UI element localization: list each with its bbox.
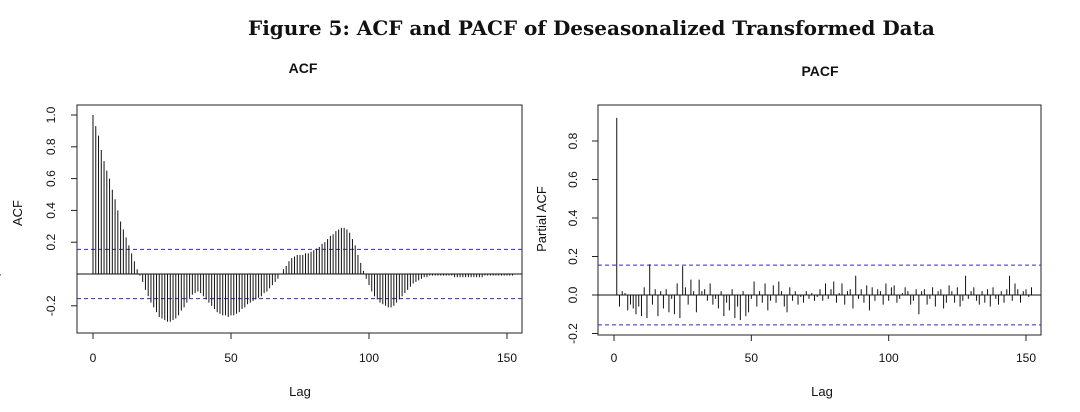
acf-y-tick-label: 0.8: [44, 138, 58, 155]
acf-y-tick-label: 0.2: [44, 234, 58, 251]
pacf-ylabel: Partial ACF: [534, 186, 549, 252]
pacf-plot-area: 0 50 100 150 -0.2 0.0 0.2 0.4 0.6 0.8: [566, 104, 1042, 365]
acf-ylabel: ACF: [10, 200, 25, 226]
pacf-title: PACF: [801, 63, 839, 79]
acf-plot-area: 0 50 100 150 -0.2 0.2 0.4 0.6 0.8 1.0: [0, 104, 523, 365]
pacf-x-tick-label: 50: [745, 351, 759, 365]
acf-x-tick-label: 150: [497, 351, 517, 365]
acf-y-tick-label: 0.4: [44, 202, 58, 219]
figure-title: Figure 5: ACF and PACF of Deseasonalized…: [248, 16, 935, 40]
acf-x-tick-label: 0: [90, 351, 97, 365]
pacf-y-tick-label: 0.2: [566, 248, 580, 265]
pacf-x-tick-label: 0: [611, 351, 618, 365]
acf-x-tick-label: 100: [359, 351, 379, 365]
acf-y-tick-label: 0.6: [44, 170, 58, 187]
pacf-y-tick-label: 0.6: [566, 171, 580, 188]
acf-title: ACF: [289, 60, 318, 76]
pacf-panel: PACF Lag Partial ACF 0 50 100 150 -0.2 0.0 0.2…: [534, 63, 1042, 399]
pacf-xlabel: Lag: [811, 384, 833, 399]
pacf-y-tick-label: 0.8: [566, 132, 580, 149]
pacf-frame: [597, 104, 1042, 336]
pacf-y-tick-label: 0.0: [566, 286, 580, 303]
acf-xlabel: Lag: [289, 384, 311, 399]
acf-panel: ACF Lag ACF 0 50 100 150 -0.2 0.2 0.4 0.6 0.8 1.0: [0, 60, 523, 399]
acf-x-tick-label: 50: [224, 351, 238, 365]
acf-frame: [76, 104, 523, 334]
pacf-y-tick-label: -0.2: [566, 323, 580, 344]
acf-y-tick-label: -0.2: [44, 295, 58, 316]
pacf-x-tick-label: 100: [879, 351, 899, 365]
acf-y-tick-label: 1.0: [44, 106, 58, 123]
pacf-x-tick-label: 150: [1016, 351, 1036, 365]
pacf-y-tick-label: 0.4: [566, 209, 580, 226]
